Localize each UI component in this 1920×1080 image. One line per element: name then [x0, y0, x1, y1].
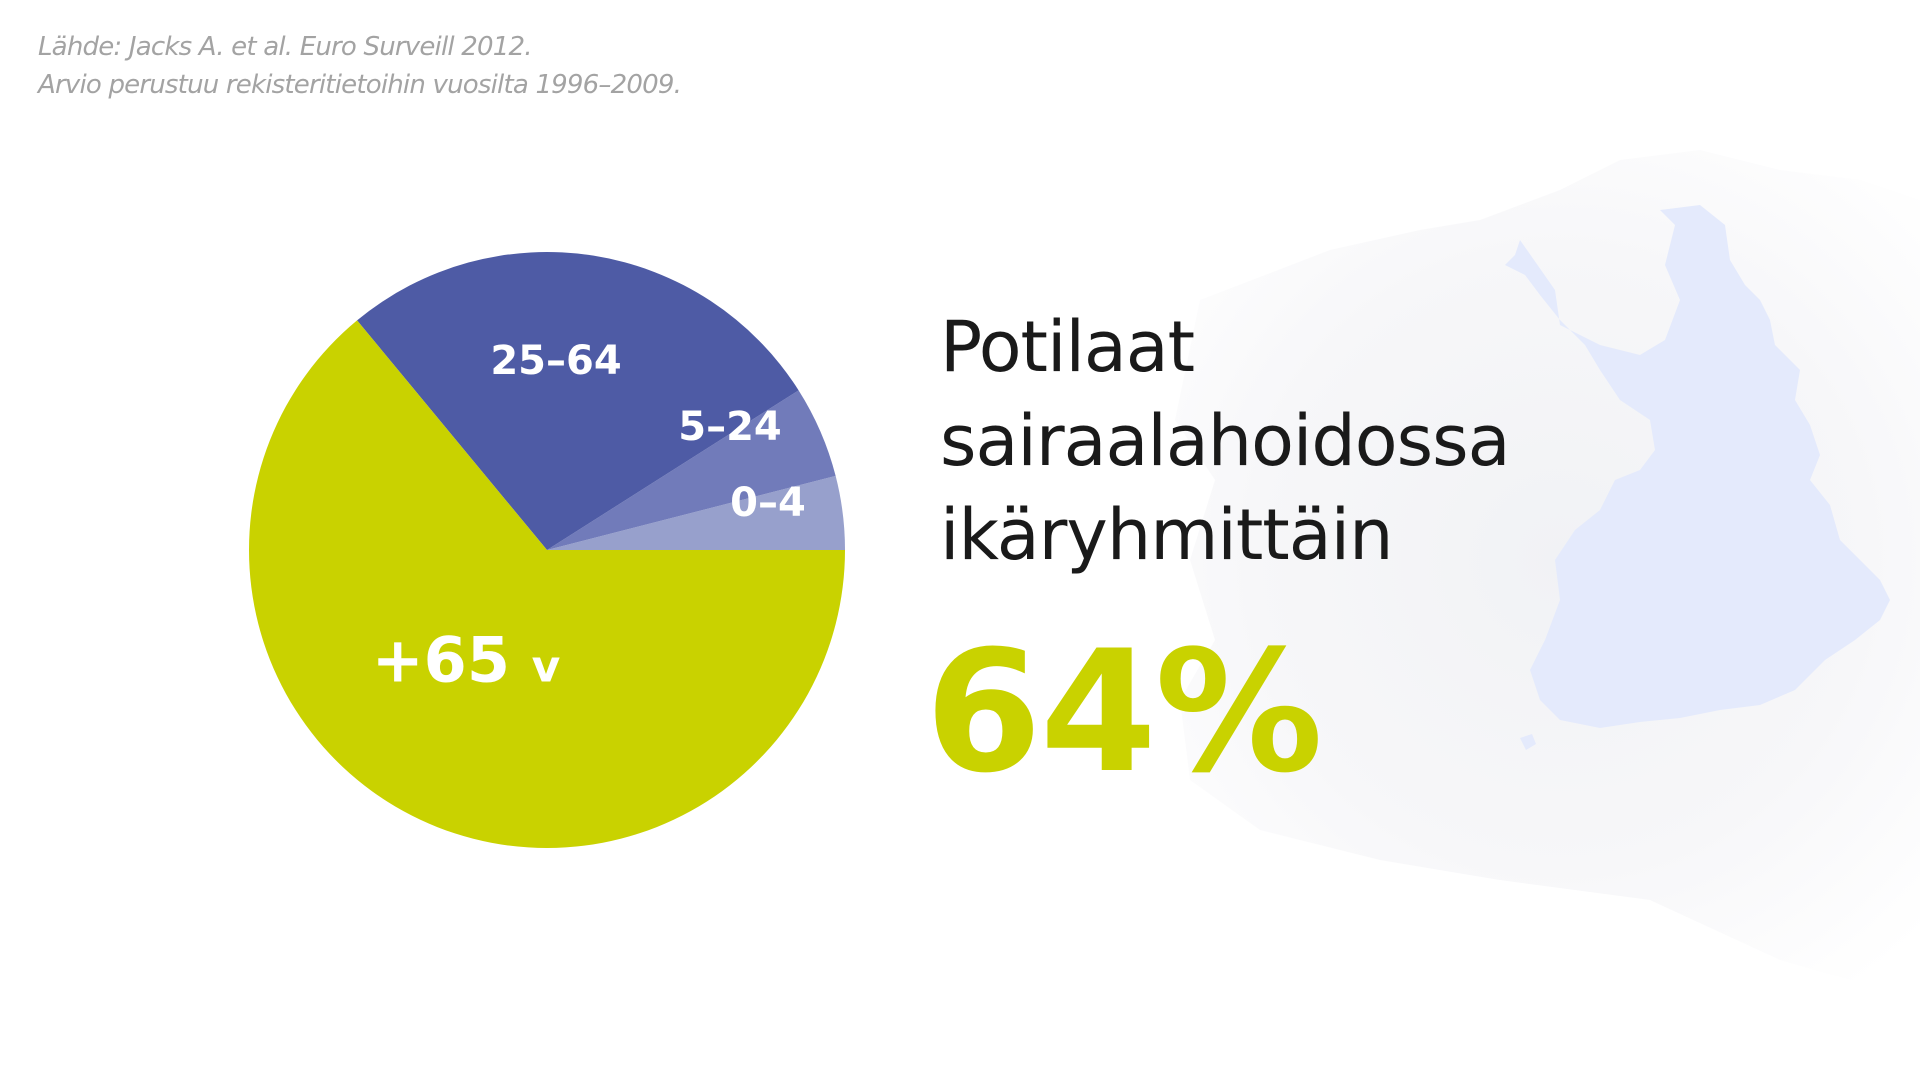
title-line-1: Potilaat	[940, 306, 1195, 388]
source-citation: Lähde: Jacks A. et al. Euro Surveill 201…	[38, 32, 533, 62]
slice-label: +65 v	[372, 624, 561, 697]
chart-title: Potilaat sairaalahoidossa ikäryhmittäin	[940, 300, 1510, 582]
pie-slice	[547, 475, 845, 550]
pie-slice	[547, 390, 836, 550]
pie-labels: 0–4 5–24 25–64 +65 v	[372, 338, 806, 697]
title-line-3: ikäryhmittäin	[940, 494, 1393, 576]
finland-shape	[1505, 205, 1890, 728]
slice-label: 25–64	[490, 338, 621, 384]
aland-islands	[1520, 734, 1536, 750]
highlight-percentage: 64%	[925, 614, 1323, 810]
source-method-note: Arvio perustuu rekisteritietoihin vuosil…	[38, 70, 682, 100]
slice-label: 5–24	[678, 404, 782, 450]
pie-slice	[357, 251, 799, 550]
source-note: Lähde: Jacks A. et al. Euro Surveill 201…	[38, 28, 682, 104]
pie-slices	[249, 251, 845, 848]
title-line-2: sairaalahoidossa	[940, 400, 1510, 482]
pie-slice	[249, 320, 845, 848]
slice-label: 0–4	[730, 480, 806, 526]
